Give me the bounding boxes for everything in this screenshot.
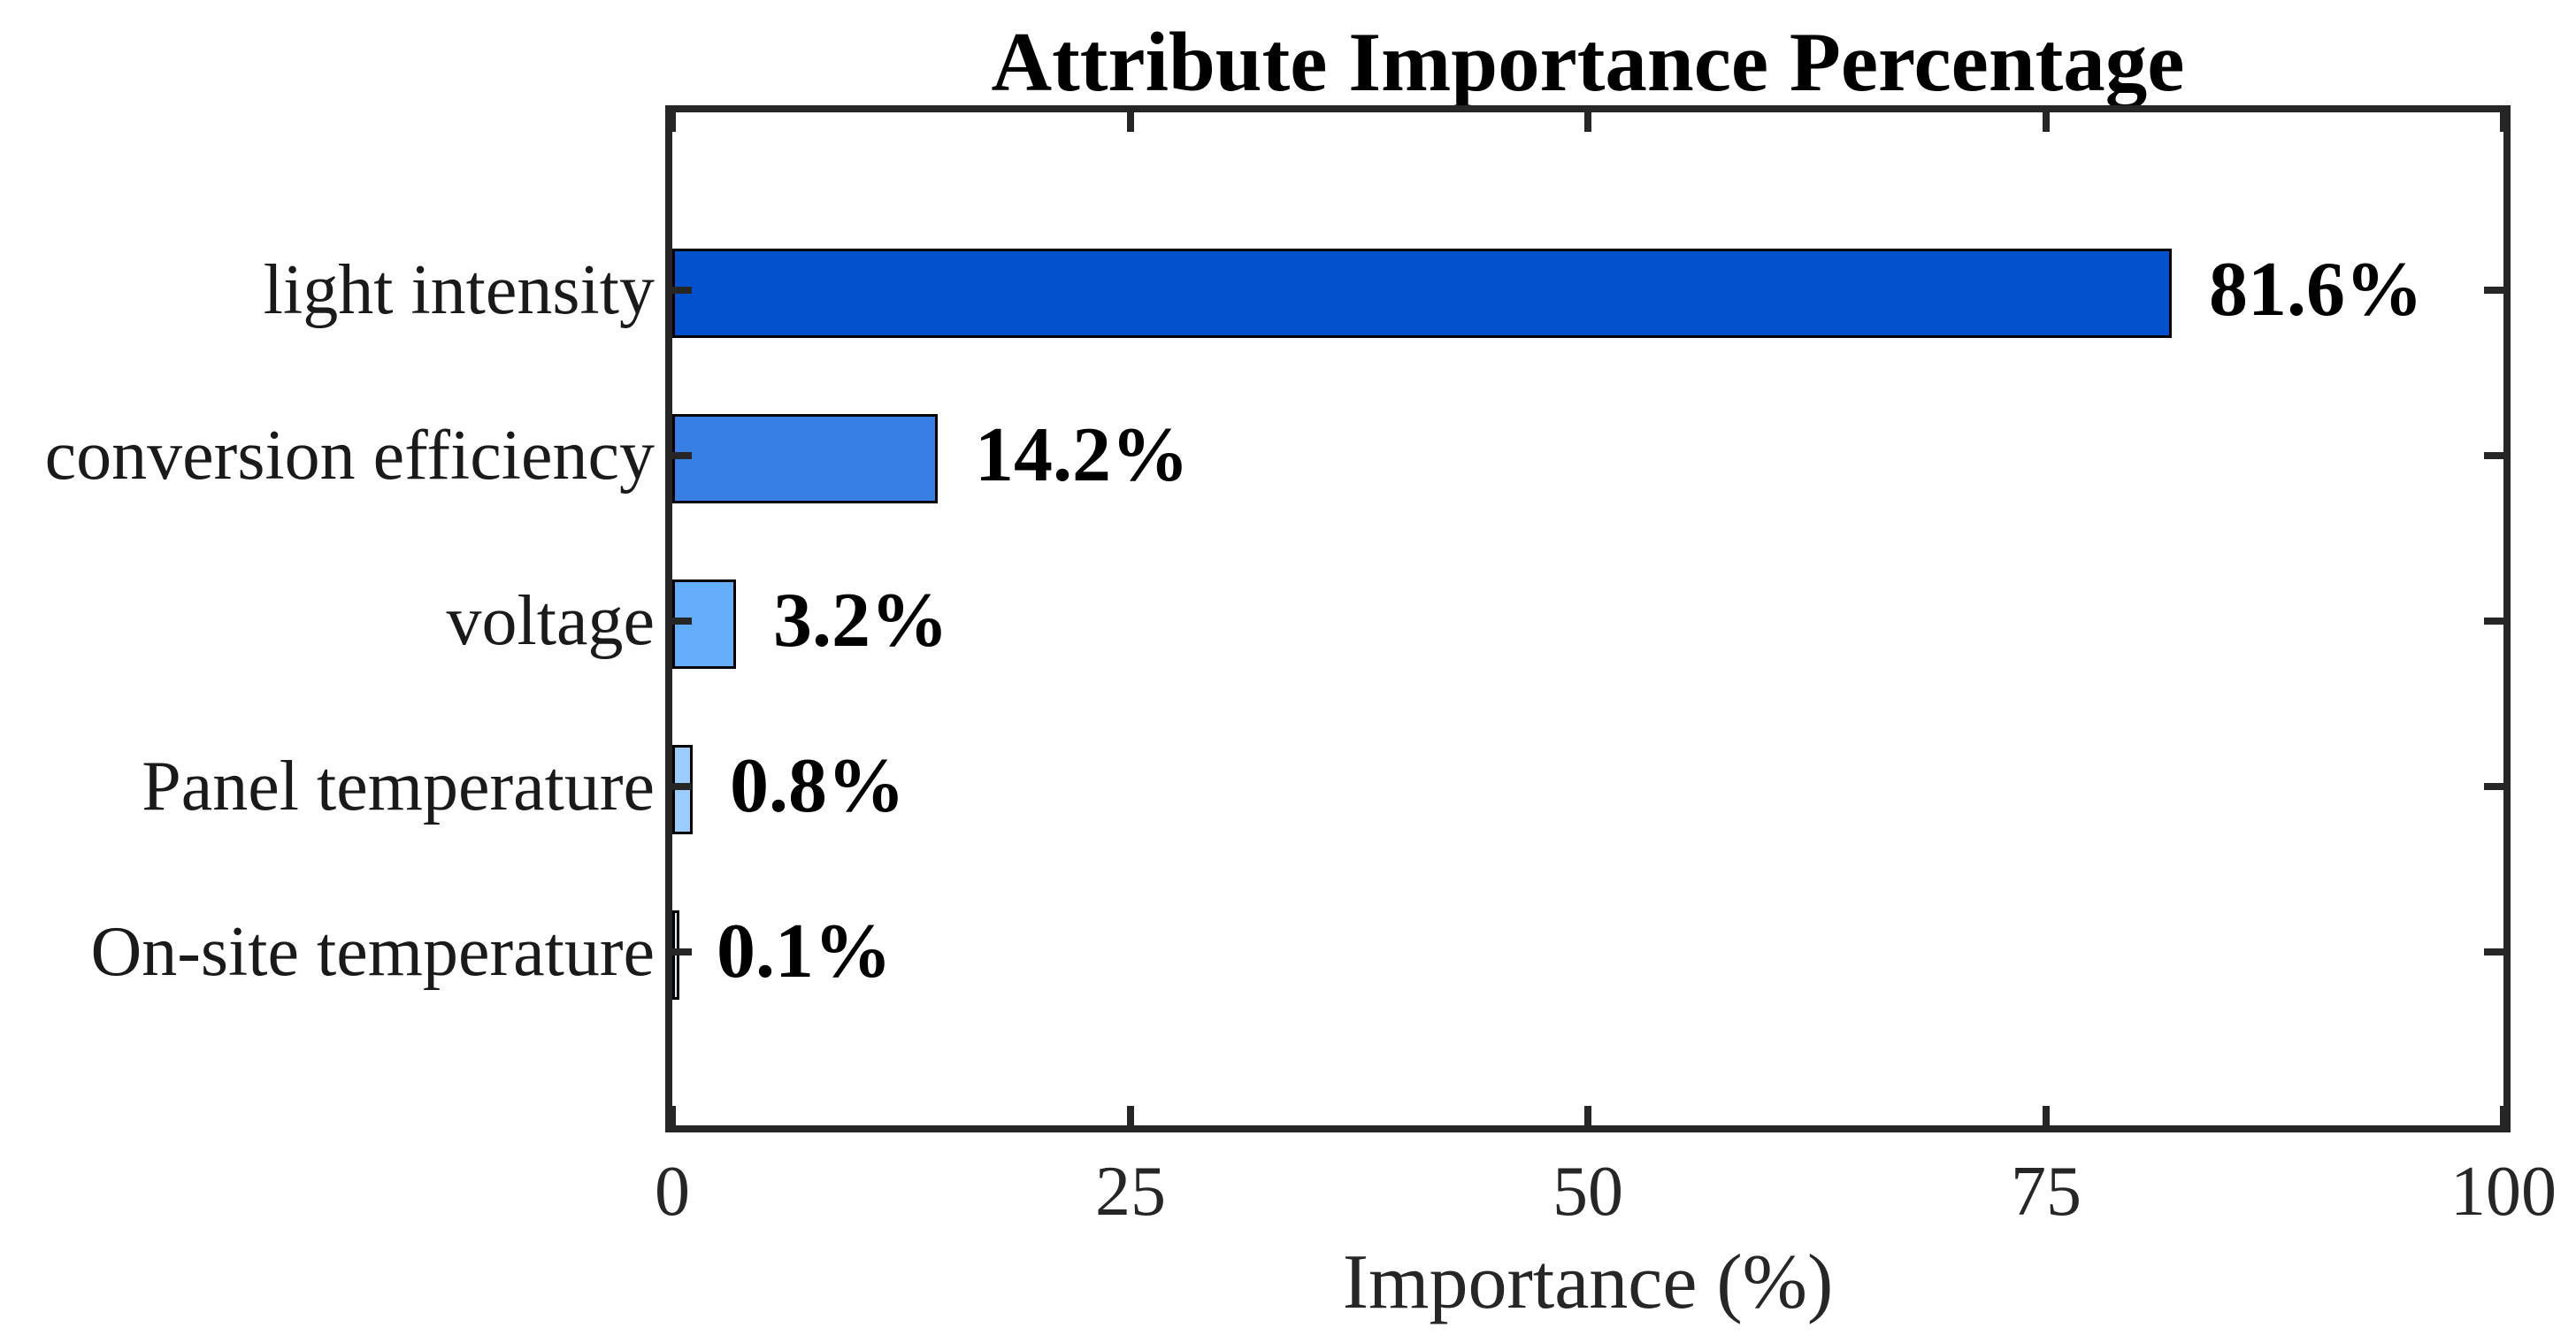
x-tick-label-75: 75 — [2011, 1153, 2082, 1231]
x-tick-top-50 — [1584, 112, 1591, 132]
category-label-on-site-temperature: On-site temperature — [90, 913, 656, 992]
y-tick-left-on-site-temperature — [672, 948, 692, 956]
y-tick-left-voltage — [672, 618, 692, 625]
y-tick-right-on-site-temperature — [2484, 948, 2503, 956]
value-label-conversion-efficiency: 14.2% — [975, 412, 1189, 499]
value-label-voltage: 3.2% — [773, 578, 948, 664]
x-tick-top-25 — [1127, 112, 1134, 132]
y-tick-left-panel-temperature — [672, 783, 692, 791]
x-axis-label: Importance (%) — [1342, 1239, 1834, 1325]
y-tick-right-voltage — [2484, 618, 2503, 625]
y-tick-left-light-intensity — [672, 287, 692, 294]
x-tick-bottom-25 — [1127, 1106, 1134, 1125]
x-tick-label-0: 0 — [655, 1153, 690, 1231]
category-label-conversion-efficiency: conversion efficiency — [44, 417, 655, 495]
plot-area: 81.6% 14.2% 3.2% 0.8% 0.1% — [665, 105, 2511, 1132]
category-label-light-intensity: light intensity — [263, 251, 655, 329]
x-tick-top-75 — [2043, 112, 2050, 132]
x-tick-bottom-100 — [2500, 1106, 2507, 1125]
x-tick-top-100 — [2500, 112, 2507, 132]
x-tick-bottom-0 — [669, 1106, 676, 1125]
y-tick-right-panel-temperature — [2484, 783, 2503, 791]
value-label-light-intensity: 81.6% — [2209, 247, 2423, 333]
chart-title: Attribute Importance Percentage — [991, 15, 2185, 109]
x-tick-label-25: 25 — [1095, 1153, 1166, 1231]
value-label-on-site-temperature: 0.1% — [717, 909, 892, 995]
y-tick-right-conversion-efficiency — [2484, 452, 2503, 460]
x-tick-top-0 — [669, 112, 676, 132]
x-tick-bottom-50 — [1584, 1106, 1591, 1125]
y-tick-left-conversion-efficiency — [672, 452, 692, 460]
value-label-panel-temperature: 0.8% — [730, 743, 905, 830]
x-tick-label-50: 50 — [1552, 1153, 1623, 1231]
bar-conversion-efficiency — [672, 413, 938, 503]
x-tick-label-100: 100 — [2450, 1153, 2557, 1231]
bar-light-intensity — [672, 248, 2172, 338]
category-label-voltage: voltage — [446, 582, 655, 661]
x-tick-bottom-75 — [2043, 1106, 2050, 1125]
category-label-panel-temperature: Panel temperature — [142, 748, 655, 826]
y-tick-right-light-intensity — [2484, 287, 2503, 294]
